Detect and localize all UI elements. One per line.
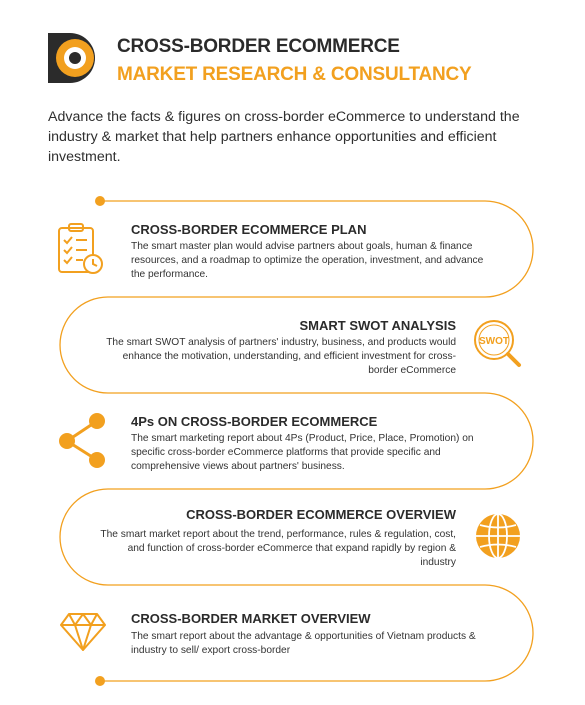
section-title-market-overview: CROSS-BORDER MARKET OVERVIEW [131,611,371,626]
section-title-plan: CROSS-BORDER ECOMMERCE PLAN [131,222,367,237]
section-title-4ps: 4Ps ON CROSS-BORDER ECOMMERCE [131,414,378,429]
section-text-4ps: The smart marketing report about 4Ps (Pr… [131,433,474,472]
intro-paragraph: Advance the facts & figures on cross-bor… [48,109,520,165]
section-title-swot: SMART SWOT ANALYSIS [299,318,457,333]
diamond-icon [60,613,106,651]
section-text-swot: The smart SWOT analysis of partners' ind… [106,337,456,376]
section-title-ecommerce-overview: CROSS-BORDER ECOMMERCE OVERVIEW [186,507,456,522]
globe-icon [476,513,520,559]
timeline-end-dot [95,676,105,686]
section-text-market-overview: The smart report about the advantage & o… [131,631,476,656]
page-subtitle: MARKET RESEARCH & CONSULTANCY [117,64,472,85]
section-text-plan: The smart master plan would advise partn… [131,241,484,280]
checklist-clock-icon [58,223,103,274]
section-text-ecommerce-overview: The smart market report about the trend,… [100,529,456,568]
brand-logo-icon [48,33,95,83]
swot-icon-label: SWOT [479,336,509,347]
swot-magnifier-icon: SWOT [474,320,521,367]
share-icon [59,413,105,468]
timeline-start-dot [95,196,105,206]
page-title: CROSS-BORDER ECOMMERCE [117,36,400,57]
